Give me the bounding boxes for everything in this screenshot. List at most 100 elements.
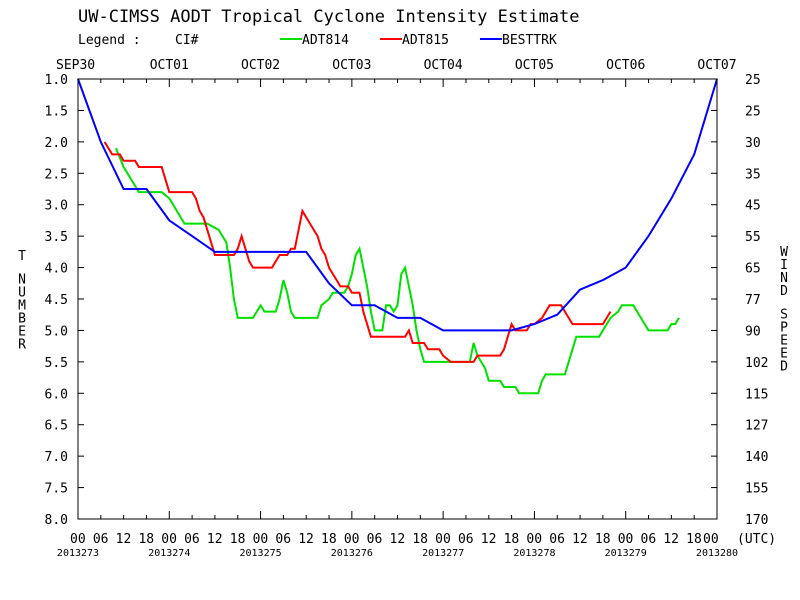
wind-axis-label-char: I [780,258,788,273]
wind-tick-label: 65 [745,262,761,277]
series-line-besttrk [77,78,718,332]
y-axis-label-char: R [18,337,26,352]
hour-tick-label: 18 [230,532,246,547]
legend-measure: CI# [175,33,199,48]
series-line-adt814 [115,147,680,395]
julian-date-label: 2013277 [422,548,464,559]
wind-tick-label: 140 [745,450,768,465]
wind-axis-label-char: D [780,284,788,299]
utc-label: (UTC) [737,532,776,547]
y-tick-label: 3.5 [45,230,68,245]
legend-label-adt815: ADT815 [402,33,449,48]
wind-tick-label: 45 [745,199,761,214]
y-tick-label: 7.5 [45,482,68,497]
date-label-top: OCT04 [424,58,463,73]
hour-tick-label: 06 [458,532,474,547]
date-label-top: OCT05 [515,58,554,73]
legend-label-besttrk: BESTTRK [502,33,557,48]
hour-tick-label: 12 [298,532,314,547]
y-tick-label: 7.0 [45,450,68,465]
axes [77,78,718,520]
wind-tick-label: 127 [745,419,768,434]
julian-date-label: 2013276 [331,548,373,559]
julian-date-label: 2013275 [239,548,281,559]
wind-tick-label: 25 [745,104,761,119]
wind-tick-label: 55 [745,230,761,245]
hour-tick-label: 12 [481,532,497,547]
wind-tick-label: 115 [745,387,768,402]
y-tick-label: 4.0 [45,262,68,277]
wind-axis-label-char: N [780,271,788,286]
hour-labels-bottom: 00 06 12 18 00 06 12 18 00 06 12 18 00 06 12 18 00 06 12 18… [70,532,719,547]
hour-tick-label: 06 [549,532,565,547]
series-line-adt815 [103,141,612,363]
julian-date-label: 2013279 [605,548,647,559]
wind-tick-label: 90 [745,324,761,339]
julian-date-label: 2013273 [57,548,99,559]
date-label-top: OCT06 [606,58,645,73]
wind-axis-label-char: E [780,346,788,361]
wind-tick-labels-right: 25 25 30 35 45 55 65 77 90 102 115 127 140 155 170 [745,73,768,528]
hour-tick-label: 00 [253,532,269,547]
hour-tick-label: 00 [526,532,542,547]
y-tick-label: 6.5 [45,419,68,434]
hour-tick-label: 06 [275,532,291,547]
hour-tick-label: 18 [138,532,154,547]
chart-title: UW-CIMSS AODT Tropical Cyclone Intensity… [78,7,580,27]
y-tick-label: 6.0 [45,387,68,402]
wind-tick-label: 102 [745,356,768,371]
hour-tick-label: 06 [93,532,109,547]
hour-tick-label: 06 [641,532,657,547]
y-axis-label-char: B [18,311,26,326]
wind-axis-label-char: D [780,359,788,374]
legend: Legend : CI# ADT814 ADT815 BESTTRK [78,33,557,48]
hour-tick-label: 12 [390,532,406,547]
wind-axis-label-char: E [780,333,788,348]
hour-tick-label: 18 [595,532,611,547]
hour-tick-label: 12 [116,532,132,547]
legend-label-adt814: ADT814 [302,33,349,48]
plot-lines [77,78,718,395]
y-tick-label: 4.5 [45,293,68,308]
wind-axis-label-char: S [780,307,788,322]
date-label-top: OCT01 [150,58,189,73]
y-tick-label: 1.5 [45,104,68,119]
hour-tick-label: 18 [686,532,702,547]
hour-tick-label: 18 [412,532,428,547]
hour-tick-label: 06 [184,532,200,547]
hour-tick-label: 12 [572,532,588,547]
hour-tick-label: 00 [618,532,634,547]
wind-tick-label: 170 [745,513,768,528]
hour-tick-label: 00 [70,532,86,547]
y-tick-label: 8.0 [45,513,68,528]
hour-tick-label: 18 [504,532,520,547]
julian-date-label: 2013274 [148,548,190,559]
y-tick-label: 1.0 [45,73,68,88]
y-tick-labels-left: 1.0 1.5 2.0 2.5 3.0 3.5 4.0 4.5 5.0 5.5 6.0 6.5 7.0 7… [45,73,68,528]
date-label-top: OCT02 [241,58,280,73]
wind-tick-label: 35 [745,167,761,182]
wind-axis-label-char: P [780,320,788,335]
date-label-top: SEP30 [56,58,95,73]
julian-date-label: 2013280 [696,548,738,559]
julian-date-label: 2013278 [513,548,555,559]
wind-tick-label: 30 [745,136,761,151]
y-axis-label-char: N [18,272,26,287]
y-tick-label: 2.0 [45,136,68,151]
legend-prefix: Legend : [78,33,141,48]
wind-tick-label: 155 [745,482,768,497]
y-tick-label: 5.5 [45,356,68,371]
y-tick-label: 3.0 [45,199,68,214]
date-labels-top: SEP30 OCT01 OCT02 OCT03 OCT04 OCT05 OCT06 OCT07 [56,58,737,73]
hour-tick-label: 06 [367,532,383,547]
hour-tick-label: 12 [207,532,223,547]
y-axis-label-char: U [18,285,26,300]
hour-tick-label: 00 [344,532,360,547]
y-axis-label-char: T [18,249,26,264]
date-label-top: OCT07 [697,58,736,73]
wind-axis-label-char: W [780,245,788,260]
wind-tick-label: 77 [745,293,761,308]
date-label-top: OCT03 [332,58,371,73]
